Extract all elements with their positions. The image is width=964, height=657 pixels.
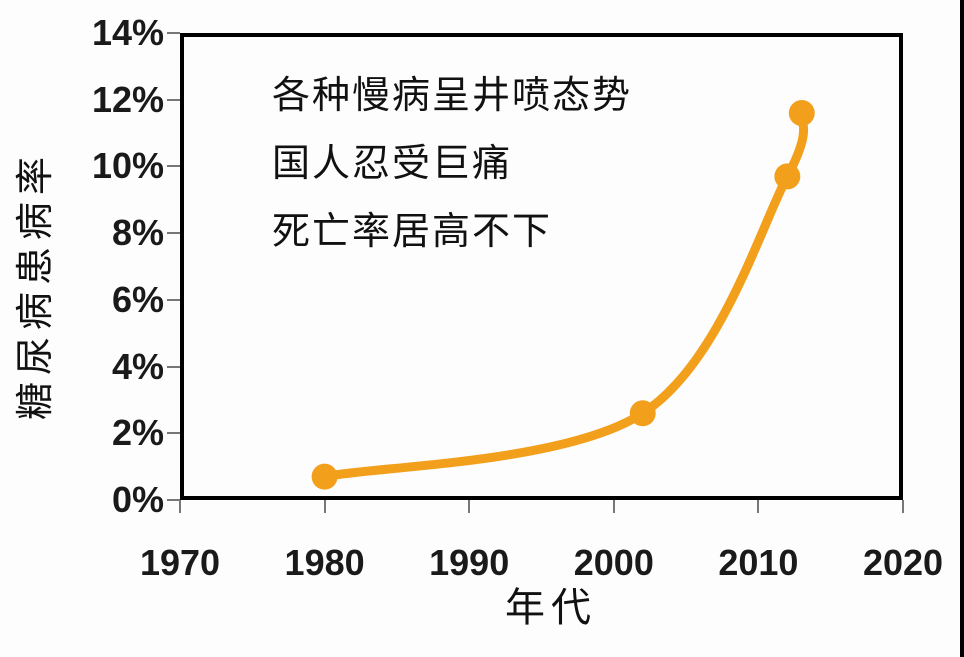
y-tick-mark (167, 165, 180, 168)
x-tick-mark (468, 500, 471, 513)
annotation-line: 各种慢病呈井喷态势 (272, 75, 633, 117)
y-tick-label: 2% (111, 412, 164, 454)
x-tick-mark (612, 500, 615, 513)
y-tick-mark (167, 32, 180, 34)
image-edge-border (960, 0, 964, 657)
x-tick-label: 2020 (862, 542, 944, 583)
annotation-line: 国人忍受巨痛 (272, 143, 513, 185)
data-point-marker (311, 463, 338, 490)
data-point-marker (774, 163, 801, 190)
y-tick-label: 8% (111, 212, 164, 254)
y-tick-label: 12% (91, 78, 164, 120)
y-tick-label: 0% (111, 479, 164, 520)
y-tick-label: 4% (111, 345, 164, 387)
data-point-marker (629, 400, 656, 427)
x-tick-mark (323, 500, 326, 513)
x-tick-label: 1970 (139, 542, 221, 583)
annotation-block: 各种慢病呈井喷态势 国人忍受巨痛 死亡率居高不下 (272, 62, 632, 266)
y-tick-mark (167, 365, 180, 368)
x-tick-mark (757, 500, 760, 513)
plot-area (311, 100, 815, 490)
x-tick-label: 1990 (429, 542, 510, 583)
x-tick-label: 2010 (718, 542, 799, 583)
y-tick-mark (167, 98, 180, 101)
prevalence-line (320, 108, 809, 482)
x-tick-mark (179, 500, 181, 513)
data-point-marker (788, 100, 815, 127)
y-tick-mark (167, 298, 180, 301)
y-tick-mark (167, 232, 180, 235)
y-tick-mark (167, 499, 180, 501)
y-tick-label: 14% (91, 12, 164, 53)
annotation-line: 死亡率居高不下 (272, 211, 553, 253)
y-axis-title: 糖尿病患病率 (15, 150, 57, 421)
x-axis-title: 年代 (505, 585, 597, 630)
y-tick-mark (167, 432, 180, 435)
x-tick-mark (902, 500, 904, 513)
y-tick-label: 10% (91, 145, 164, 187)
y-tick-label: 6% (111, 278, 164, 320)
x-tick-label: 1980 (284, 542, 365, 583)
x-tick-label: 2000 (573, 542, 654, 583)
